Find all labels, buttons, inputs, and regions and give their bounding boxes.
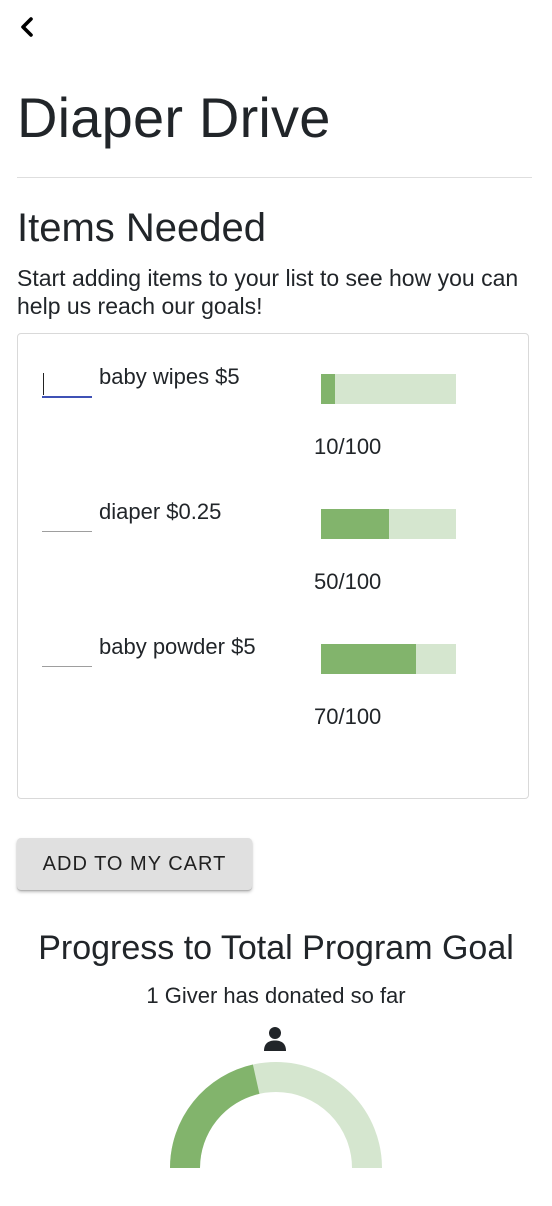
quantity-input-baby-powder[interactable]: [42, 650, 92, 667]
item-row-baby-powder: baby powder $5 70/100: [42, 630, 512, 740]
add-to-cart-button[interactable]: ADD TO MY CART: [17, 838, 252, 890]
progress-bar-baby-wipes: [321, 374, 456, 404]
progress-bar-diaper: [321, 509, 456, 539]
items-card: baby wipes $5 10/100 diaper $0.25 50/100…: [17, 333, 529, 799]
progress-count-baby-wipes: 10/100: [314, 434, 382, 459]
gauge-fill: [170, 1064, 260, 1169]
progress-fill-diaper: [321, 509, 389, 539]
program-goal-gauge: [170, 1062, 382, 1206]
progress-count-diaper: 50/100: [314, 569, 382, 594]
item-label-diaper: diaper $0.25: [99, 499, 222, 524]
quantity-input-diaper[interactable]: [42, 515, 92, 532]
text-caret: [43, 373, 44, 395]
person-icon: [264, 1027, 286, 1051]
chevron-left-icon: [21, 17, 33, 37]
gauge-bottom-mask: [170, 1168, 382, 1206]
item-label-baby-powder: baby powder $5: [99, 634, 256, 659]
items-intro-text: Start adding items to your list to see h…: [17, 265, 519, 319]
progress-bar-baby-powder: [321, 644, 456, 674]
back-button[interactable]: [14, 12, 40, 42]
items-needed-heading: Items Needed: [17, 206, 267, 250]
item-label-baby-wipes: baby wipes $5: [99, 364, 240, 389]
progress-count-baby-powder: 70/100: [314, 704, 382, 729]
item-row-baby-wipes: baby wipes $5 10/100: [42, 360, 512, 470]
progress-fill-baby-wipes: [321, 374, 335, 404]
title-divider: [17, 177, 532, 178]
progress-fill-baby-powder: [321, 644, 416, 674]
page-title: Diaper Drive: [17, 86, 331, 149]
givers-count-text: 1 Giver has donated so far: [146, 983, 406, 1008]
program-progress-heading: Progress to Total Program Goal: [38, 929, 514, 967]
quantity-input-baby-wipes[interactable]: [42, 380, 92, 398]
item-row-diaper: diaper $0.25 50/100: [42, 495, 512, 605]
